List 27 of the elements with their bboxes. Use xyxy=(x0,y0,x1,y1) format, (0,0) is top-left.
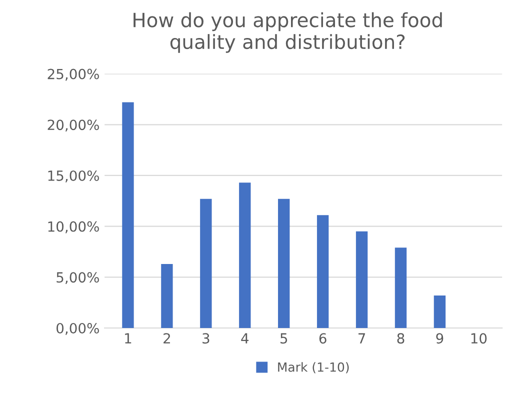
x-tick-label: 6 xyxy=(319,333,326,344)
x-tick-label: 8 xyxy=(397,333,404,344)
x-tick-label: 3 xyxy=(202,333,210,344)
bar xyxy=(278,198,290,328)
x-tick-label: 1 xyxy=(125,333,132,344)
x-tick-label: 7 xyxy=(358,333,366,344)
bar xyxy=(356,231,368,328)
x-tick-label: 4 xyxy=(241,333,249,344)
y-tick-label: 25,00% xyxy=(48,68,99,81)
x-tick-label: 10 xyxy=(471,333,487,344)
chart-title: How do you appreciate the food quality and distribution? xyxy=(134,12,442,53)
bar xyxy=(316,215,329,328)
x-tick-label: 5 xyxy=(280,333,288,344)
bar xyxy=(122,102,134,328)
legend-label: Mark (1-10) xyxy=(278,362,349,374)
bar xyxy=(239,182,251,328)
bar xyxy=(434,295,446,328)
y-tick-label: 5,00% xyxy=(56,272,99,284)
y-tick-label: 15,00% xyxy=(48,170,99,182)
y-tick-label: 10,00% xyxy=(48,221,99,234)
x-tick-label: 2 xyxy=(164,333,170,344)
bar xyxy=(161,264,173,328)
x-tick-label: 9 xyxy=(436,333,444,344)
y-tick-label: 20,00% xyxy=(48,120,99,132)
y-tick-label: 0,00% xyxy=(56,322,99,335)
bar xyxy=(394,248,407,328)
bar xyxy=(200,198,212,328)
